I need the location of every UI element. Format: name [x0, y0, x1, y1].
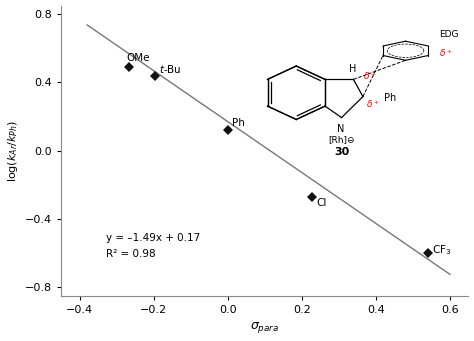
Text: N: N [337, 124, 344, 134]
Text: y = –1.49x + 0.17: y = –1.49x + 0.17 [106, 233, 200, 243]
Y-axis label: log($k_{Ar}/k_{Ph}$): log($k_{Ar}/k_{Ph}$) [6, 120, 19, 182]
Text: OMe: OMe [127, 53, 150, 63]
Text: Cl: Cl [316, 198, 327, 208]
Text: $\delta^+$: $\delta^+$ [439, 47, 453, 59]
Text: H: H [348, 64, 356, 74]
Text: Ph: Ph [232, 118, 245, 128]
Text: $\delta^+$: $\delta^+$ [366, 99, 381, 110]
Text: $\delta^+$: $\delta^+$ [363, 71, 377, 83]
Text: [Rh]⊖: [Rh]⊖ [328, 135, 355, 144]
Text: CF$_3$: CF$_3$ [432, 243, 452, 257]
X-axis label: $\sigma_{para}$: $\sigma_{para}$ [250, 321, 280, 336]
Text: EDG: EDG [439, 30, 458, 39]
Text: R² = 0.98: R² = 0.98 [106, 249, 155, 259]
Text: 30: 30 [334, 147, 349, 157]
Text: Ph: Ph [384, 93, 396, 103]
Text: $t$-Bu: $t$-Bu [159, 63, 181, 75]
